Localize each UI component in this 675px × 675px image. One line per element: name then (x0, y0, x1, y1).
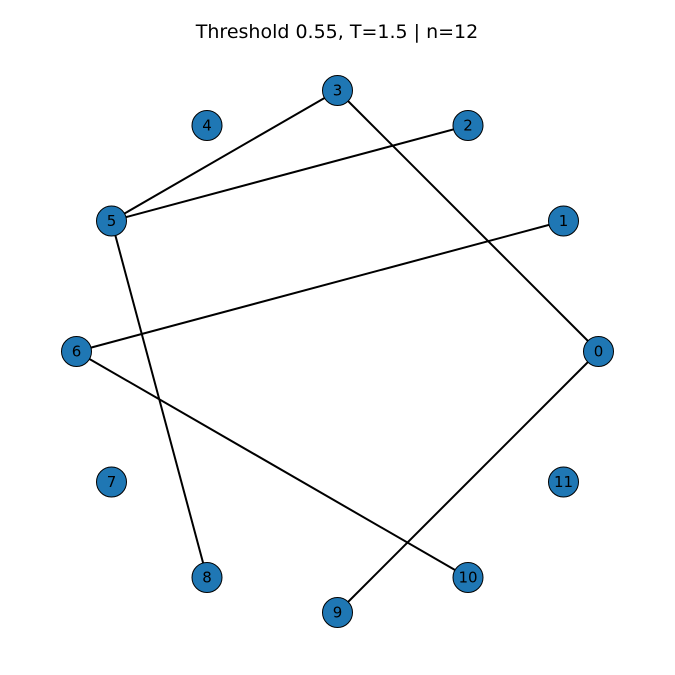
node-circle (548, 205, 579, 237)
node-label: 11 (554, 473, 573, 491)
edge-3-5 (110, 89, 339, 222)
node-label: 10 (458, 569, 477, 587)
node-circle (322, 75, 353, 106)
node-3: 3 (322, 75, 353, 106)
node-11: 11 (548, 466, 579, 498)
node-label: 1 (559, 212, 569, 230)
node-10: 10 (452, 562, 484, 593)
node-6: 6 (61, 336, 92, 367)
node-5: 5 (96, 205, 127, 237)
node-circle (452, 562, 484, 593)
node-circle (96, 466, 127, 498)
node-label: 0 (594, 343, 604, 361)
node-4: 4 (191, 110, 223, 141)
node-2: 2 (452, 110, 484, 141)
node-label: 8 (202, 569, 212, 587)
node-8: 8 (191, 562, 223, 593)
node-circle (452, 110, 484, 141)
edges-layer (76, 89, 600, 614)
node-0: 0 (583, 336, 614, 367)
edge-0-9 (336, 350, 600, 614)
edge-6-10 (76, 350, 469, 579)
node-circle (191, 110, 223, 141)
node-circle (96, 205, 127, 237)
node-label: 2 (463, 117, 473, 135)
edge-1-6 (76, 220, 564, 353)
node-label: 7 (107, 473, 117, 491)
node-label: 5 (107, 212, 117, 230)
node-circle (583, 336, 614, 367)
node-circle (191, 562, 223, 593)
node-9: 9 (322, 597, 353, 628)
graph-title: Threshold 0.55, T=1.5 | n=12 (195, 21, 478, 43)
node-circle (548, 466, 579, 498)
edge-3-0 (336, 89, 600, 353)
node-circle (322, 597, 353, 628)
node-label: 9 (333, 604, 343, 622)
node-label: 3 (333, 82, 343, 100)
nodes-layer: 0 1 2 3 4 5 6 7 8 9 10 11 (61, 75, 614, 628)
node-circle (61, 336, 92, 367)
node-label: 4 (202, 117, 212, 135)
edge-2-5 (111, 124, 469, 222)
node-1: 1 (548, 205, 579, 237)
node-label: 6 (72, 343, 82, 361)
node-7: 7 (96, 466, 127, 498)
